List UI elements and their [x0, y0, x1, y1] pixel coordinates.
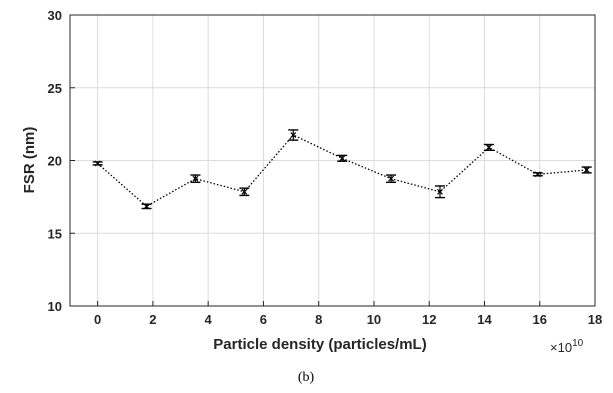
data-point-marker: [485, 144, 492, 151]
data-point-marker: [388, 175, 395, 182]
data-point-marker: [339, 155, 346, 162]
data-point-marker: [437, 188, 443, 195]
data-series: [92, 129, 592, 210]
x-tick-label: 18: [588, 312, 602, 327]
data-point-marker: [192, 175, 199, 182]
data-point-marker: [583, 167, 590, 173]
y-tick-label: 20: [48, 154, 62, 169]
y-tick-label: 25: [48, 81, 62, 96]
x-axis-label: Particle density (particles/mL): [213, 336, 426, 353]
x-multiplier-exponent: 10: [572, 338, 584, 349]
x-tick-label: 4: [205, 312, 213, 327]
data-point-marker: [534, 171, 541, 178]
y-tick-label: 15: [48, 226, 62, 241]
plot-area-frame: [69, 14, 596, 307]
y-tick-label: 30: [48, 8, 62, 23]
x-tick-label: 14: [477, 312, 492, 327]
x-tick-label: 0: [94, 312, 101, 327]
data-point-marker: [94, 160, 101, 167]
x-tick-label: 2: [149, 312, 156, 327]
figure-caption: (b): [298, 370, 315, 385]
data-point-marker: [241, 188, 248, 195]
grid-lines: [70, 14, 596, 307]
x-tick-label: 16: [533, 312, 547, 327]
y-axis-label: FSR (nm): [21, 127, 38, 194]
data-point-marker: [290, 132, 297, 138]
y-tick-labels: 10 15 20 25 30: [48, 8, 62, 314]
series-line: [97, 134, 587, 208]
x-tick-labels: 0 2 4 6 8 10 12 14 16 18: [94, 312, 602, 327]
x-tick-label: 6: [260, 312, 267, 327]
y-tick-label: 10: [48, 299, 62, 314]
x-multiplier-base: ×10: [550, 340, 572, 355]
x-multiplier-label: ×1010: [550, 338, 584, 355]
x-tick-label: 12: [422, 312, 436, 327]
x-tick-label: 8: [315, 312, 322, 327]
data-point-marker: [143, 203, 150, 210]
x-tick-label: 10: [367, 312, 381, 327]
